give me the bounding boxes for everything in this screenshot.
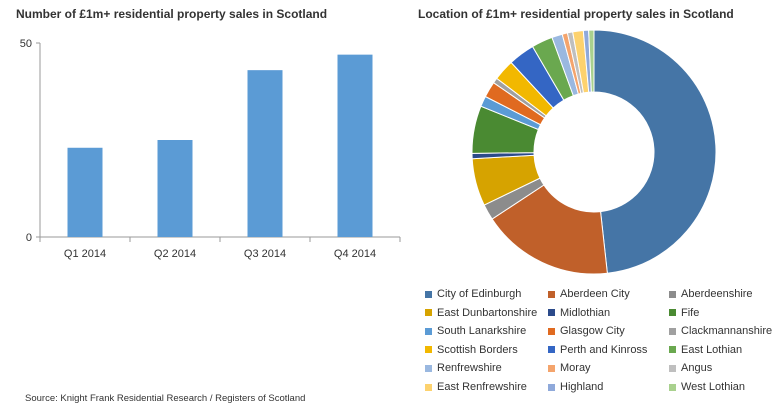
legend-swatch <box>669 309 676 317</box>
legend-item: Midlothian <box>548 307 610 319</box>
legend-swatch <box>669 346 676 354</box>
legend-swatch <box>425 327 432 335</box>
legend-swatch <box>548 346 555 354</box>
legend-label: Midlothian <box>560 306 611 319</box>
legend-swatch <box>669 364 676 372</box>
x-tick-label: Q2 2014 <box>154 248 196 260</box>
x-tick-label: Q4 2014 <box>334 248 376 260</box>
legend-swatch <box>425 364 432 372</box>
x-tick-label: Q3 2014 <box>244 248 286 260</box>
legend-label: Aberdeen City <box>560 288 630 300</box>
legend-label: Moray <box>560 362 591 375</box>
legend-swatch <box>425 383 432 391</box>
legend-item: East Lothian <box>669 344 742 356</box>
legend-swatch <box>669 327 676 335</box>
legend-item: Angus <box>669 362 712 374</box>
legend-label: West Lothian <box>681 381 746 393</box>
legend-swatch <box>425 290 432 298</box>
legend-item: Glasgow City <box>548 325 625 337</box>
legend-item: City of Edinburgh <box>425 288 521 300</box>
legend-item: Aberdeen City <box>548 288 630 300</box>
legend-item: Perth and Kinross <box>548 344 647 356</box>
legend-swatch <box>548 327 555 335</box>
legend-item: East Dunbartonshire <box>425 307 537 319</box>
legend-label: Aberdeenshire <box>681 288 753 300</box>
legend-label: East Dunbartonshire <box>437 306 538 319</box>
legend-swatch <box>669 290 676 298</box>
x-tick-label: Q1 2014 <box>64 248 106 260</box>
legend-label: City of Edinburgh <box>437 288 522 300</box>
source-note: Source: Knight Frank Residential Researc… <box>25 393 306 404</box>
legend-label: South Lanarkshire <box>437 325 527 338</box>
legend-swatch <box>425 309 432 317</box>
legend-item: South Lanarkshire <box>425 325 526 337</box>
bar <box>337 54 373 237</box>
legend-label: Glasgow City <box>560 325 625 338</box>
legend-item: East Renfrewshire <box>425 381 527 393</box>
y-tick-label: 50 <box>20 38 32 50</box>
legend-label: Scottish Borders <box>437 343 518 356</box>
legend-label: Highland <box>560 381 604 393</box>
bar <box>157 140 193 237</box>
pie-slice <box>593 29 717 274</box>
legend-swatch <box>548 290 555 298</box>
legend-label: Clackmannanshire <box>681 325 773 338</box>
legend-swatch <box>548 383 555 391</box>
legend-swatch <box>548 364 555 372</box>
legend-label: East Renfrewshire <box>437 381 527 393</box>
bar-chart-title: Number of £1m+ residential property sale… <box>16 7 328 21</box>
legend-label: Renfrewshire <box>437 362 502 375</box>
legend-label: Angus <box>681 362 713 375</box>
legend-item: Highland <box>548 381 603 393</box>
y-tick-label: 0 <box>26 232 32 244</box>
legend-label: East Lothian <box>681 343 743 356</box>
legend-item: Renfrewshire <box>425 362 502 374</box>
legend-item: Moray <box>548 362 591 374</box>
legend-label: Perth and Kinross <box>560 343 648 356</box>
legend-item: Fife <box>669 307 699 319</box>
pie-chart-title: Location of £1m+ residential property sa… <box>418 7 734 21</box>
legend-item: West Lothian <box>669 381 745 393</box>
legend-label: Fife <box>681 306 700 319</box>
pie-slice <box>588 29 595 93</box>
bar <box>247 70 283 237</box>
bar <box>67 147 103 237</box>
legend-item: Aberdeenshire <box>669 288 753 300</box>
legend-item: Clackmannanshire <box>669 325 772 337</box>
legend-swatch <box>425 346 432 354</box>
legend-item: Scottish Borders <box>425 344 518 356</box>
legend-swatch <box>669 383 676 391</box>
legend-swatch <box>548 309 555 317</box>
